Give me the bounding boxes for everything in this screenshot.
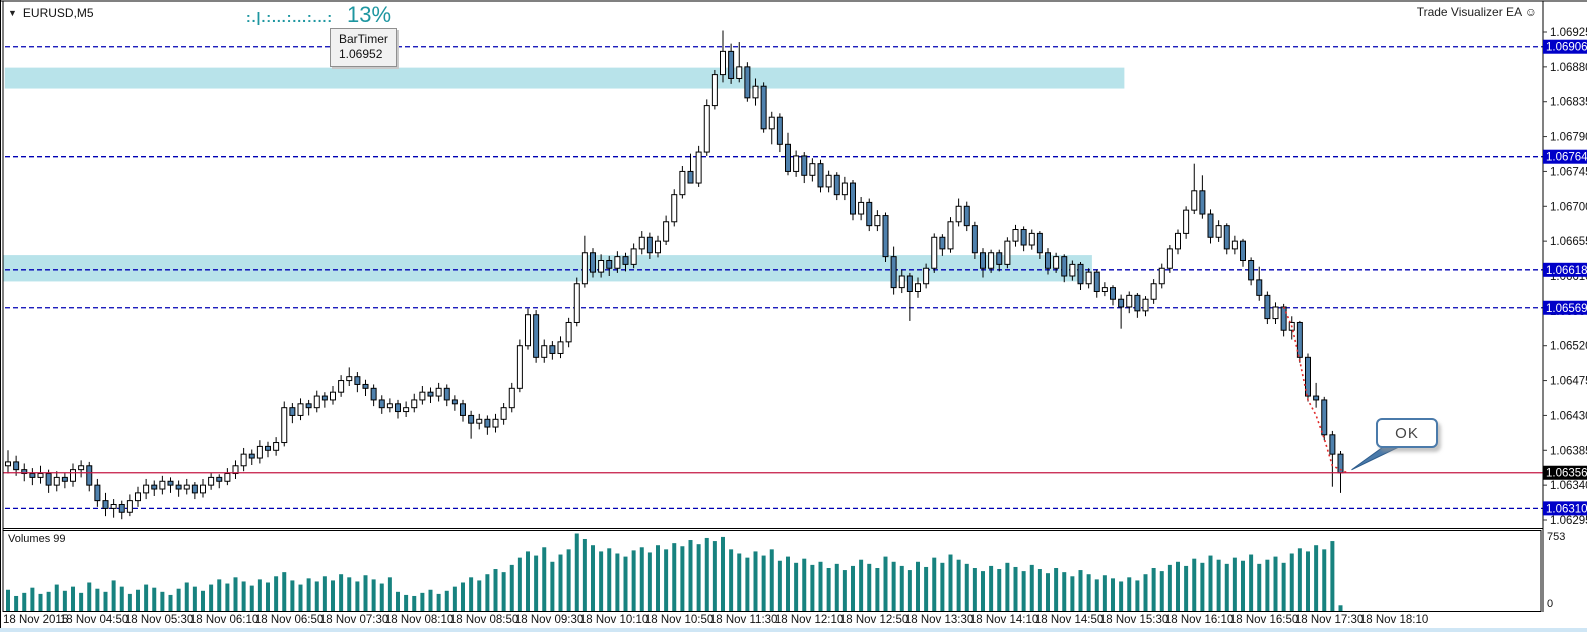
price-label-boxes: 1.06906 1.06764 1.06618 1.06569 1.06310 1.063… [1543, 39, 1587, 516]
window-bottom-edge [0, 628, 1587, 632]
time-tick-label: 18 Nov 05:30 [125, 614, 193, 626]
price-tick-label: 1.06520 [1550, 341, 1587, 353]
tooltip-title: BarTimer [339, 32, 388, 46]
bartimer-percent: 13% [347, 2, 392, 27]
price-tick-label: 1.06925 [1550, 27, 1587, 39]
volume-indicator-label: Volumes 99 [8, 533, 66, 545]
price-label-text: 1.06764 [1546, 152, 1587, 164]
time-tick-label: 18 Nov 12:50 [840, 614, 908, 626]
time-tick-label: 18 Nov 10:50 [645, 614, 713, 626]
price-label-text: 1.06356 [1546, 468, 1587, 480]
bartimer-indicator: :.|.:...:...:...: 13% [246, 2, 391, 28]
time-tick-label: 18 Nov 2015 [3, 614, 68, 626]
price-label-text: 1.06618 [1546, 265, 1587, 277]
trade-trail [1282, 306, 1348, 474]
time-tick-label: 18 Nov 17:30 [1295, 614, 1363, 626]
time-tick-label: 18 Nov 06:10 [190, 614, 258, 626]
bartimer-tooltip: BarTimer 1.06952 [330, 28, 397, 67]
time-tick-label: 18 Nov 14:50 [1035, 614, 1103, 626]
time-tick-label: 18 Nov 08:10 [385, 614, 453, 626]
time-tick-label: 18 Nov 14:10 [970, 614, 1038, 626]
price-axis[interactable]: 1.06925 1.06880 1.06835 1.06790 1.06745 1.067… [1543, 27, 1587, 527]
symbol-selector[interactable]: ▼ EURUSD,M5 [8, 6, 94, 20]
price-label-text: 1.06569 [1546, 303, 1587, 315]
volume-scale-max: 753 [1547, 531, 1566, 543]
price-tick-label: 1.06700 [1550, 201, 1587, 213]
ea-status-label: Trade Visualizer EA ☺ [1416, 5, 1537, 19]
time-tick-label: 18 Nov 07:30 [320, 614, 388, 626]
price-tick-label: 1.06745 [1550, 166, 1587, 178]
time-tick-label: 18 Nov 04:50 [60, 614, 128, 626]
time-tick-label: 18 Nov 13:30 [905, 614, 973, 626]
volume-scale-min: 0 [1547, 598, 1554, 610]
price-tick-label: 1.06655 [1550, 236, 1587, 248]
volume-bars [6, 533, 1343, 612]
price-tick-label: 1.06880 [1550, 62, 1587, 74]
tooltip-value: 1.06952 [339, 47, 383, 61]
time-tick-label: 18 Nov 06:50 [255, 614, 323, 626]
time-tick-label: 18 Nov 09:30 [515, 614, 583, 626]
zones [3, 67, 1125, 282]
level-lines [5, 46, 1543, 510]
ok-button[interactable]: OK [1376, 418, 1438, 448]
candles [5, 30, 1344, 520]
time-tick-label: 18 Nov 16:10 [1165, 614, 1233, 626]
price-tick-label: 1.06430 [1550, 410, 1587, 422]
price-tick-label: 1.06835 [1550, 97, 1587, 109]
time-tick-label: 18 Nov 16:50 [1230, 614, 1298, 626]
price-tick-label: 1.06295 [1550, 515, 1587, 527]
time-tick-label: 18 Nov 11:30 [710, 614, 778, 626]
time-tick-label: 18 Nov 18:10 [1360, 614, 1428, 626]
symbol-label: EURUSD,M5 [22, 6, 94, 20]
price-tick-label: 1.06340 [1550, 480, 1587, 492]
price-tick-label: 1.06475 [1550, 376, 1587, 388]
bartimer-progress-icon: :.|.:...:...:...: [246, 9, 334, 25]
chevron-down-icon: ▼ [8, 8, 17, 18]
time-tick-label: 18 Nov 15:30 [1100, 614, 1168, 626]
price-label-text: 1.06310 [1546, 503, 1587, 515]
price-tick-label: 1.06385 [1550, 445, 1587, 457]
time-tick-label: 18 Nov 12:10 [775, 614, 843, 626]
time-tick-label: 18 Nov 08:50 [450, 614, 518, 626]
time-tick-label: 18 Nov 10:10 [580, 614, 648, 626]
price-label-text: 1.06906 [1546, 42, 1587, 54]
price-tick-label: 1.06790 [1550, 132, 1587, 144]
callout-arrow-icon [1351, 446, 1400, 471]
